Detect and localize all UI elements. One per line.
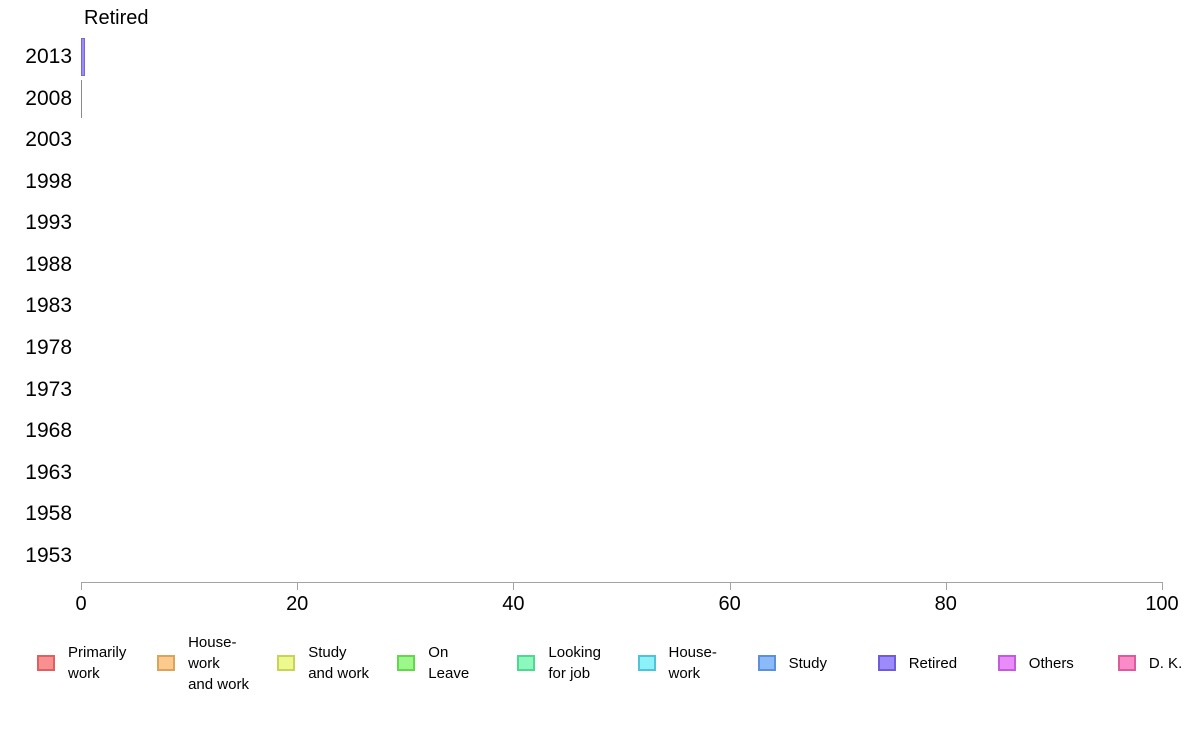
legend-swatch-icon (637, 655, 656, 671)
legend-label: Primarily work (68, 644, 127, 682)
chart-title: Retired (84, 7, 149, 29)
legend-swatch-icon (37, 655, 55, 671)
y-axis-label: 1998 (25, 169, 72, 193)
y-axis-label: 1988 (25, 252, 72, 276)
y-axis-label: 1993 (25, 211, 72, 235)
legend-swatch-icon (877, 655, 896, 671)
legend-swatch-icon (157, 655, 176, 671)
legend-swatch-icon (1117, 655, 1136, 671)
y-axis-label: 2003 (25, 128, 72, 152)
x-axis-line (81, 582, 1162, 583)
legend-item-looking-for-job[interactable]: Looking for job (517, 630, 601, 696)
y-axis-label: 1978 (25, 336, 72, 360)
y-axis-label: 1983 (25, 294, 72, 318)
x-tick-label: 40 (502, 593, 525, 615)
legend-label: Retired (908, 654, 958, 672)
y-axis-label: 2013 (25, 45, 72, 68)
x-tick (513, 582, 515, 590)
x-tick (297, 582, 299, 590)
y-axis-label: 1958 (25, 502, 72, 526)
legend-item-retired[interactable]: Retired (877, 630, 958, 696)
x-tick-label: 0 (75, 593, 87, 615)
legend-label: Study (788, 654, 827, 672)
x-tick (945, 582, 947, 590)
legend-label: Study and work (308, 644, 370, 682)
x-tick-label: 100 (1145, 593, 1179, 615)
y-axis-label: 1953 (25, 543, 72, 567)
legend-item-study[interactable]: Study (757, 630, 827, 696)
legend-label: House- work (668, 644, 717, 682)
legend-label: Looking for job (548, 644, 601, 682)
legend-label: House- work and work (188, 633, 249, 693)
legend-label: On Leave (428, 644, 470, 682)
legend-item-study-and-work[interactable]: Study and work (277, 630, 369, 696)
legend-item-on-leave[interactable]: On Leave (397, 630, 469, 696)
x-tick (729, 582, 731, 590)
legend-swatch-icon (397, 655, 416, 671)
bar-2013-retired (81, 38, 86, 76)
y-axis-label: 1968 (25, 419, 72, 443)
y-axis-label: 1963 (25, 460, 72, 484)
legend-swatch-icon (517, 655, 536, 671)
legend-label: D. K. (1148, 654, 1183, 672)
legend-swatch-icon (277, 655, 296, 671)
legend-item-others[interactable]: Others (997, 630, 1074, 696)
y-axis-label: 1973 (25, 377, 72, 401)
y-axis-label: 2008 (25, 86, 72, 110)
legend: Primarily work House- work and work Study … (0, 630, 1188, 700)
legend-item-house-work[interactable]: House- work (637, 630, 717, 696)
bar-2008-retired (81, 79, 83, 118)
x-tick-label: 20 (286, 593, 309, 615)
legend-item-primarily-work[interactable]: Primarily work (37, 630, 126, 696)
legend-swatch-icon (997, 655, 1016, 671)
x-tick (1162, 582, 1163, 590)
x-tick-label: 60 (718, 593, 741, 615)
legend-item-house-work-and-work[interactable]: House- work and work (157, 630, 249, 696)
legend-item-d-k[interactable]: D. K. (1117, 630, 1183, 696)
legend-swatch-icon (757, 655, 776, 671)
x-tick-label: 80 (934, 593, 957, 615)
legend-label: Others (1028, 654, 1074, 672)
x-tick (81, 582, 82, 590)
